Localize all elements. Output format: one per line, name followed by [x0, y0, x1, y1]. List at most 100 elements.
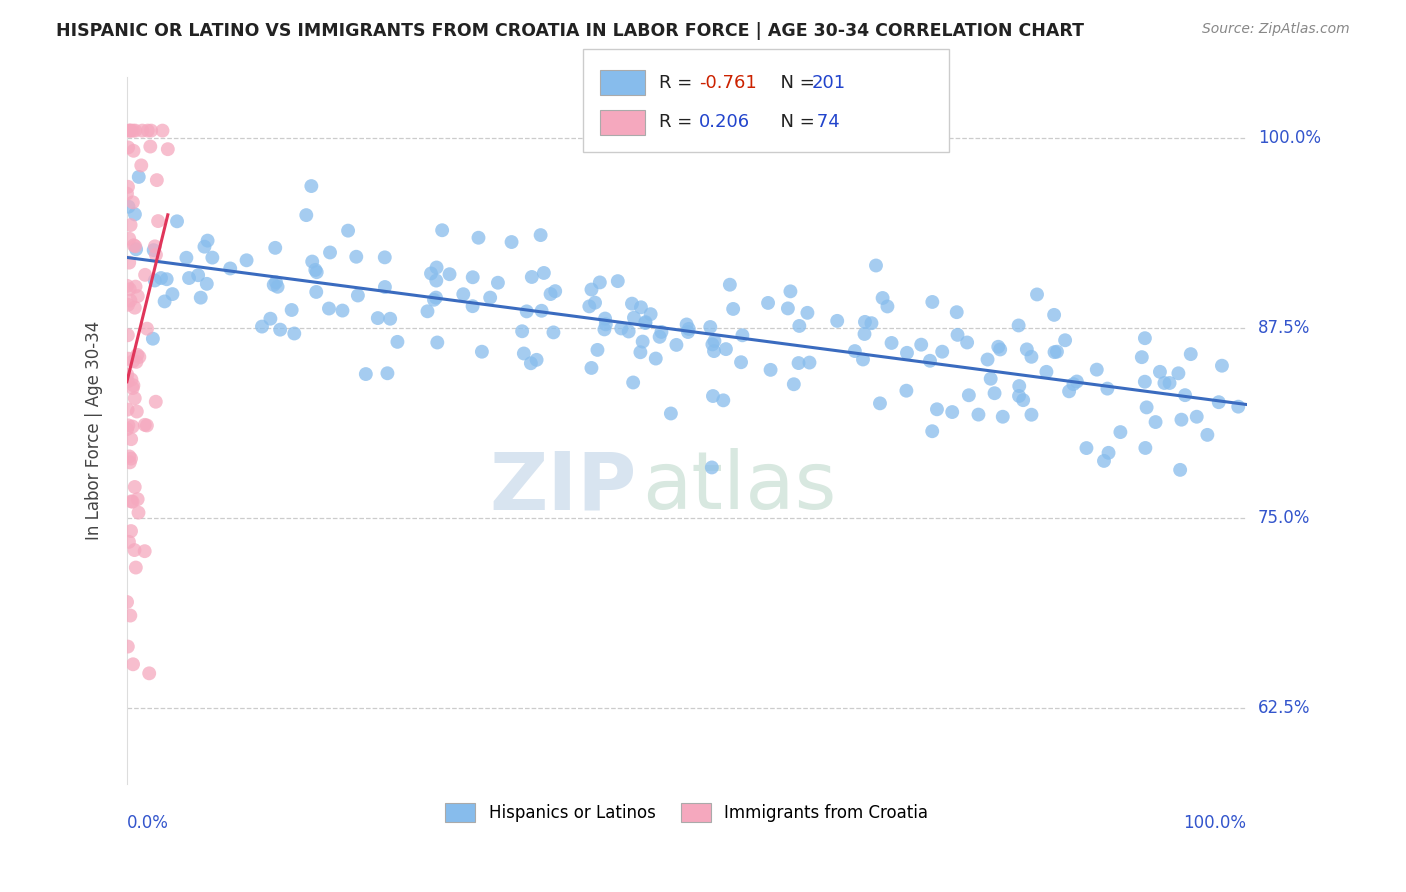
Point	[581, 360, 603, 375]
Point	[987, 340, 1010, 354]
Text: R =: R =	[659, 74, 699, 92]
Point	[118, 450, 141, 464]
Point	[118, 123, 141, 137]
Point	[304, 263, 326, 277]
Point	[124, 480, 146, 494]
Point	[124, 391, 146, 405]
Point	[122, 144, 145, 158]
Point	[853, 315, 876, 329]
Point	[121, 354, 143, 368]
Point	[634, 316, 657, 330]
Point	[380, 311, 402, 326]
Point	[1062, 377, 1084, 392]
Point	[1012, 393, 1035, 408]
Text: N =: N =	[769, 74, 821, 92]
Point	[1208, 395, 1230, 409]
Point	[319, 245, 342, 260]
Point	[120, 494, 142, 508]
Point	[219, 261, 242, 276]
Point	[703, 344, 725, 359]
Point	[125, 242, 148, 256]
Point	[852, 352, 875, 367]
Point	[136, 123, 159, 137]
Point	[583, 295, 606, 310]
Point	[799, 355, 821, 369]
Point	[121, 419, 143, 434]
Point	[1149, 365, 1171, 379]
Point	[779, 285, 801, 299]
Point	[787, 356, 810, 370]
Point	[593, 311, 616, 326]
Point	[125, 404, 148, 418]
Text: 74: 74	[811, 113, 839, 131]
Text: 201: 201	[811, 74, 845, 92]
Point	[941, 405, 963, 419]
Point	[467, 231, 489, 245]
Point	[1026, 287, 1049, 301]
Point	[731, 328, 754, 343]
Point	[117, 640, 139, 654]
Point	[117, 179, 139, 194]
Point	[1007, 318, 1029, 333]
Point	[135, 418, 157, 433]
Point	[121, 195, 143, 210]
Point	[980, 372, 1002, 386]
Point	[621, 376, 644, 390]
Point	[1153, 376, 1175, 390]
Point	[141, 123, 163, 137]
Point	[1136, 401, 1159, 415]
Point	[162, 287, 184, 301]
Point	[120, 432, 142, 446]
Point	[269, 323, 291, 337]
Point	[117, 200, 139, 214]
Point	[1109, 425, 1132, 439]
Point	[156, 272, 179, 286]
Point	[201, 251, 224, 265]
Point	[1054, 333, 1077, 347]
Point	[676, 325, 699, 339]
Point	[118, 534, 141, 549]
Point	[789, 318, 811, 333]
Point	[620, 296, 643, 310]
Point	[606, 274, 628, 288]
Point	[120, 524, 142, 538]
Point	[122, 238, 145, 252]
Point	[347, 288, 370, 302]
Point	[115, 422, 138, 436]
Point	[190, 291, 212, 305]
Point	[699, 320, 721, 334]
Point	[461, 299, 484, 313]
Point	[117, 351, 139, 366]
Point	[120, 608, 142, 623]
Point	[115, 278, 138, 293]
Point	[931, 344, 953, 359]
Point	[1021, 350, 1043, 364]
Point	[578, 299, 600, 313]
Point	[117, 140, 139, 154]
Point	[872, 291, 894, 305]
Point	[479, 291, 502, 305]
Point	[461, 270, 484, 285]
Y-axis label: In Labor Force | Age 30-34: In Labor Force | Age 30-34	[86, 321, 103, 541]
Point	[678, 322, 700, 336]
Point	[711, 393, 734, 408]
Point	[544, 284, 567, 298]
Point	[623, 310, 645, 325]
Point	[305, 265, 328, 279]
Point	[425, 291, 447, 305]
Point	[367, 311, 389, 326]
Point	[121, 381, 143, 395]
Point	[146, 173, 169, 187]
Point	[263, 277, 285, 292]
Point	[516, 304, 538, 318]
Point	[127, 492, 149, 507]
Point	[122, 657, 145, 672]
Point	[1227, 400, 1250, 414]
Point	[430, 223, 453, 237]
Point	[530, 228, 553, 243]
Point	[593, 322, 616, 336]
Point	[195, 277, 218, 291]
Text: HISPANIC OR LATINO VS IMMIGRANTS FROM CROATIA IN LABOR FORCE | AGE 30-34 CORRELA: HISPANIC OR LATINO VS IMMIGRANTS FROM CR…	[56, 22, 1084, 40]
Point	[117, 298, 139, 312]
Point	[533, 266, 555, 280]
